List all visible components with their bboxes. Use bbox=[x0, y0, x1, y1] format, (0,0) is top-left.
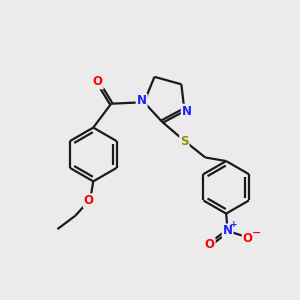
Text: S: S bbox=[180, 134, 189, 148]
Text: −: − bbox=[252, 228, 261, 238]
Text: +: + bbox=[230, 220, 238, 229]
Text: O: O bbox=[93, 75, 103, 88]
Text: N: N bbox=[223, 224, 232, 237]
Text: O: O bbox=[84, 194, 94, 207]
Text: N: N bbox=[182, 105, 192, 118]
Text: N: N bbox=[136, 94, 147, 107]
Text: O: O bbox=[205, 238, 215, 251]
Text: O: O bbox=[243, 232, 253, 245]
